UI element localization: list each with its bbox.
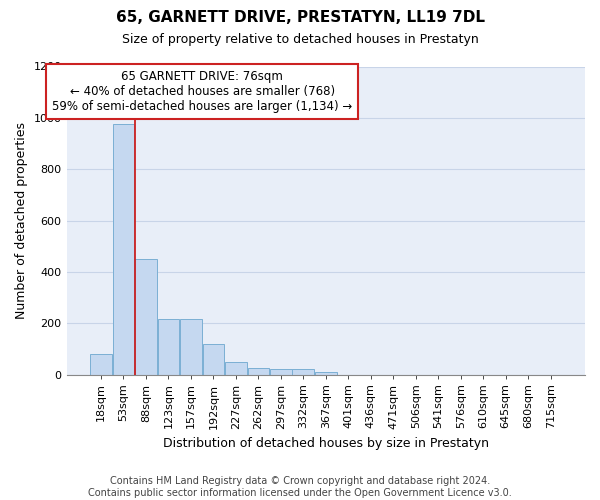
- Text: Contains HM Land Registry data © Crown copyright and database right 2024.
Contai: Contains HM Land Registry data © Crown c…: [88, 476, 512, 498]
- Bar: [315, 372, 337, 374]
- Bar: [248, 368, 269, 374]
- Bar: [270, 370, 292, 374]
- Bar: [113, 124, 134, 374]
- Bar: [203, 344, 224, 374]
- Bar: [135, 259, 157, 374]
- Bar: [90, 354, 112, 374]
- Text: 65, GARNETT DRIVE, PRESTATYN, LL19 7DL: 65, GARNETT DRIVE, PRESTATYN, LL19 7DL: [115, 10, 485, 25]
- Text: Size of property relative to detached houses in Prestatyn: Size of property relative to detached ho…: [122, 32, 478, 46]
- Text: 65 GARNETT DRIVE: 76sqm
← 40% of detached houses are smaller (768)
59% of semi-d: 65 GARNETT DRIVE: 76sqm ← 40% of detache…: [52, 70, 352, 114]
- Bar: [225, 362, 247, 374]
- Bar: [158, 320, 179, 374]
- Bar: [180, 320, 202, 374]
- Y-axis label: Number of detached properties: Number of detached properties: [15, 122, 28, 319]
- Bar: [292, 370, 314, 374]
- X-axis label: Distribution of detached houses by size in Prestatyn: Distribution of detached houses by size …: [163, 437, 489, 450]
